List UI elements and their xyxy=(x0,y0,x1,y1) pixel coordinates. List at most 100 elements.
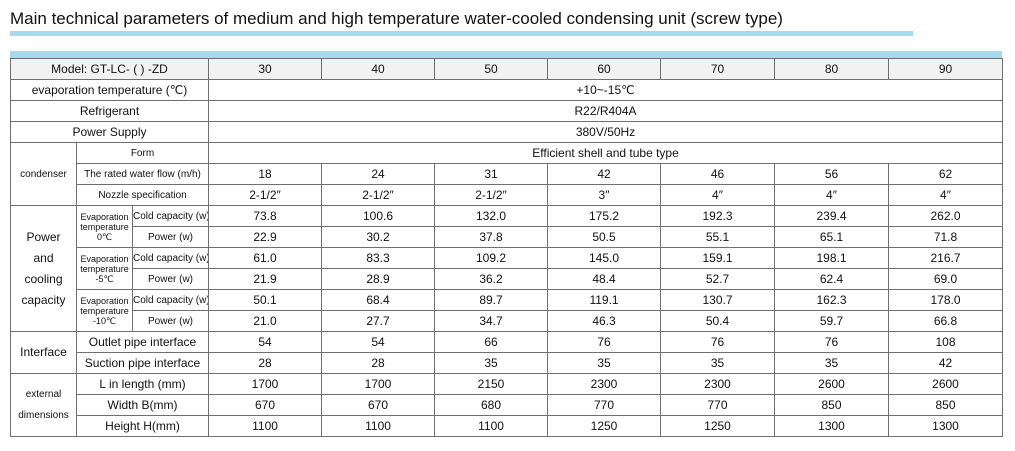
nozzle-40: 2-1/2″ xyxy=(321,184,436,206)
suction-50: 35 xyxy=(434,352,549,374)
cold-capacity-row-minus10c: Evaporation temperature -10℃ Cold capaci… xyxy=(11,289,1004,332)
model-50: 50 xyxy=(434,58,549,80)
power-0c-70: 55.1 xyxy=(660,226,776,248)
evap-temp-row: evaporation temperature (℃) +10~-15℃ xyxy=(9,79,1004,101)
length-label: L in length (mm) xyxy=(75,373,210,395)
refrigerant-row: Refrigerant R22/R404A xyxy=(9,100,1004,122)
cold-minus5c-80: 198.1 xyxy=(774,247,890,269)
title-underline xyxy=(10,31,913,36)
water-flow-50: 31 xyxy=(434,163,549,185)
outlet-60: 76 xyxy=(547,331,662,353)
water-flow-40: 24 xyxy=(321,163,436,185)
cold-0c-60: 175.2 xyxy=(547,205,662,227)
width-row: Width B(mm) 670 670 680 770 770 850 850 xyxy=(11,394,1004,416)
interface-label: Interface xyxy=(10,331,77,374)
width-label: Width B(mm) xyxy=(75,394,210,416)
length-30: 1700 xyxy=(208,373,323,395)
outlet-40: 54 xyxy=(321,331,436,353)
cold-minus10c-90: 178.0 xyxy=(888,289,1004,311)
suction-60: 35 xyxy=(547,352,662,374)
cold-0c-40: 100.6 xyxy=(321,205,436,227)
suction-label: Suction pipe interface xyxy=(75,352,210,374)
length-70: 2300 xyxy=(660,373,776,395)
nozzle-50: 2-1/2″ xyxy=(434,184,549,206)
cold-minus10c-70: 130.7 xyxy=(660,289,776,311)
power-label: Power (w) xyxy=(131,310,210,332)
cold-minus5c-50: 109.2 xyxy=(434,247,549,269)
cold-capacity-label: Cold capacity (w) xyxy=(131,205,210,227)
width-70: 770 xyxy=(660,394,776,416)
model-30: 30 xyxy=(208,58,323,80)
power-0c-90: 71.8 xyxy=(888,226,1004,248)
page-title: Main technical parameters of medium and … xyxy=(10,9,783,28)
length-40: 1700 xyxy=(321,373,436,395)
cold-minus5c-30: 61.0 xyxy=(208,247,323,269)
nozzle-80: 4″ xyxy=(774,184,890,206)
cold-minus5c-70: 159.1 xyxy=(660,247,776,269)
width-60: 770 xyxy=(547,394,662,416)
cold-minus10c-40: 68.4 xyxy=(321,289,436,311)
power-supply-row: Power Supply 380V/50Hz xyxy=(9,121,1004,143)
water-flow-60: 42 xyxy=(547,163,662,185)
outlet-90: 108 xyxy=(888,331,1004,353)
model-80: 80 xyxy=(774,58,890,80)
height-90: 1300 xyxy=(888,415,1004,437)
length-90: 2600 xyxy=(888,373,1004,395)
power-minus10c-90: 66.8 xyxy=(888,310,1004,332)
water-flow-70: 46 xyxy=(660,163,776,185)
form-label: Form xyxy=(75,142,210,164)
nozzle-label: Nozzle specification xyxy=(75,184,210,206)
outlet-80: 76 xyxy=(774,331,890,353)
water-flow-label: The rated water flow (m/h) xyxy=(75,163,210,185)
length-80: 2600 xyxy=(774,373,890,395)
model-90: 90 xyxy=(888,58,1004,80)
power-minus10c-60: 46.3 xyxy=(547,310,662,332)
power-row-0c: Power (w) 22.9 30.2 37.8 50.5 55.1 65.1 … xyxy=(11,226,1004,248)
height-50: 1100 xyxy=(434,415,549,437)
table-top-bar xyxy=(10,51,1002,58)
dimensions-label-line-1: external xyxy=(25,389,62,400)
power-row-minus5c: Power (w) 21.9 28.9 36.2 48.4 52.7 62.4 … xyxy=(11,268,1004,290)
nozzle-row: Nozzle specification 2-1/2″ 2-1/2″ 2-1/2… xyxy=(11,184,1004,206)
power-0c-30: 22.9 xyxy=(208,226,323,248)
power-0c-40: 30.2 xyxy=(321,226,436,248)
power-0c-80: 65.1 xyxy=(774,226,890,248)
cold-capacity-label: Cold capacity (w) xyxy=(131,247,210,269)
model-row: Model: GT-LC- ( ) -ZD 30 40 50 60 70 80 … xyxy=(9,58,1004,80)
power-minus5c-70: 52.7 xyxy=(660,268,776,290)
length-row: external dimensions L in length (mm) 170… xyxy=(10,373,1004,437)
power-minus10c-50: 34.7 xyxy=(434,310,549,332)
power-minus5c-80: 62.4 xyxy=(774,268,890,290)
height-label: Height H(mm) xyxy=(75,415,210,437)
suction-40: 28 xyxy=(321,352,436,374)
length-60: 2300 xyxy=(547,373,662,395)
power-minus10c-40: 27.7 xyxy=(321,310,436,332)
model-40: 40 xyxy=(321,58,436,80)
power-minus5c-60: 48.4 xyxy=(547,268,662,290)
water-flow-30: 18 xyxy=(208,163,323,185)
power-minus5c-50: 36.2 xyxy=(434,268,549,290)
power-0c-60: 50.5 xyxy=(547,226,662,248)
width-50: 680 xyxy=(434,394,549,416)
cold-minus5c-90: 216.7 xyxy=(888,247,1004,269)
cold-minus5c-40: 83.3 xyxy=(321,247,436,269)
height-80: 1300 xyxy=(774,415,890,437)
capacity-label-line-3: cooling xyxy=(24,271,63,286)
form-value: Efficient shell and tube type xyxy=(208,142,1004,164)
power-label: Power (w) xyxy=(131,268,210,290)
evap-temp-value: +10~-15℃ xyxy=(208,79,1004,101)
height-70: 1250 xyxy=(660,415,776,437)
nozzle-90: 4″ xyxy=(888,184,1004,206)
outlet-50: 66 xyxy=(434,331,549,353)
power-minus5c-30: 21.9 xyxy=(208,268,323,290)
evap-group-0c-label: Evaporation temperature 0℃ xyxy=(76,205,133,248)
height-60: 1250 xyxy=(547,415,662,437)
width-40: 670 xyxy=(321,394,436,416)
cold-0c-70: 192.3 xyxy=(660,205,776,227)
water-flow-90: 62 xyxy=(888,163,1004,185)
suction-90: 42 xyxy=(888,352,1004,374)
refrigerant-label: Refrigerant xyxy=(9,100,210,122)
refrigerant-value: R22/R404A xyxy=(208,100,1004,122)
outlet-label: Outlet pipe interface xyxy=(75,331,210,353)
dimensions-label-line-2: dimensions xyxy=(18,410,69,421)
